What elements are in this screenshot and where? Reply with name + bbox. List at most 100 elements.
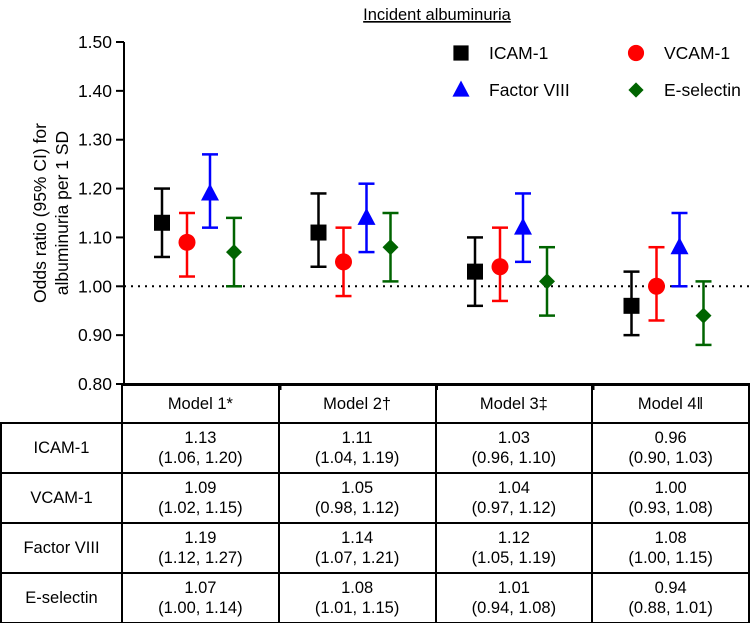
table-cell: 1.11 (1.04, 1.19) [277, 422, 437, 474]
row-label: Factor VIII [0, 522, 123, 574]
table-cell: 0.94 (0.88, 1.01) [591, 572, 750, 623]
data-point-group [695, 280, 712, 347]
data-point-marker [201, 183, 219, 201]
table-row: Factor VIII 1.19 (1.12, 1.27) 1.14 (1.07, 1.… [0, 522, 750, 574]
table-cell: 1.08 (1.01, 1.15) [277, 572, 437, 623]
odds-ratio: 1.05 [341, 479, 374, 497]
table-cell: 1.09 (1.02, 1.15) [121, 472, 280, 524]
odds-ratio: 1.19 [184, 529, 217, 547]
results-table: Model 1* Model 2† Model 3‡ Model 4ǁ ICAM… [0, 384, 750, 623]
data-point-group [623, 270, 640, 337]
table-cell: 1.07 (1.00, 1.14) [121, 572, 280, 623]
table-cell: 1.04 (0.97, 1.12) [434, 472, 594, 524]
data-point-group [226, 216, 242, 288]
legend-marker-triangle [452, 80, 470, 97]
data-point-group [670, 211, 689, 288]
odds-ratio: 1.12 [497, 529, 530, 547]
y-tick-label: 1.20 [78, 179, 112, 199]
confidence-interval: (1.01, 1.15) [314, 599, 400, 617]
odds-ratio: 1.03 [497, 429, 530, 447]
data-point-marker [514, 217, 532, 235]
odds-ratio: 1.08 [654, 529, 687, 547]
row-label: VCAM-1 [0, 472, 123, 524]
confidence-interval: (1.07, 1.21) [314, 549, 400, 567]
table-cell: 1.13 (1.06, 1.20) [121, 422, 280, 474]
odds-ratio: 0.96 [654, 429, 687, 447]
y-tick-label: 1.00 [78, 276, 112, 296]
legend-marker-square [453, 45, 469, 61]
data-point-group [467, 236, 483, 308]
odds-ratio: 1.07 [184, 579, 217, 597]
y-tick-label: 1.40 [78, 81, 112, 101]
confidence-interval: (1.12, 1.27) [158, 549, 243, 567]
data-point-marker [226, 244, 242, 261]
confidence-interval: (0.90, 1.03) [628, 449, 713, 467]
data-point-group [178, 211, 196, 278]
data-point-marker [623, 297, 640, 314]
confidence-interval: (1.00, 1.14) [158, 599, 243, 617]
y-tick-label: 1.30 [78, 130, 112, 150]
data-point-group [491, 226, 509, 303]
column-header: Model 3‡ [434, 384, 594, 424]
column-header: Model 1* [121, 384, 280, 424]
confidence-interval: (0.98, 1.12) [314, 499, 400, 517]
y-tick-label: 1.50 [78, 32, 112, 52]
odds-ratio: 1.04 [497, 479, 530, 497]
odds-ratio: 1.01 [497, 579, 530, 597]
table-row: E-selectin 1.07 (1.00, 1.14) 1.08 (1.01, 1.1… [0, 572, 750, 623]
odds-ratio: 1.09 [184, 479, 217, 497]
row-label: E-selectin [0, 572, 123, 623]
confidence-interval: (1.04, 1.19) [314, 449, 400, 467]
table-cell: 1.12 (1.05, 1.19) [434, 522, 594, 574]
legend-label: ICAM-1 [489, 43, 548, 63]
data-point-marker [178, 233, 196, 251]
data-point-marker [382, 239, 399, 256]
data-point-group [539, 245, 555, 317]
odds-ratio: 0.94 [654, 579, 687, 597]
data-point-group [648, 245, 665, 322]
chart-area: Incident albuminuria Odds ratio (95% CI)… [30, 6, 750, 390]
data-point-group [382, 211, 399, 283]
odds-ratio: 1.08 [341, 579, 374, 597]
table-row: ICAM-1 1.13 (1.06, 1.20) 1.11 (1.04, 1.19) 1.… [0, 422, 750, 474]
y-tick-label: 0.90 [78, 325, 112, 345]
table-cell: 1.01 (0.94, 1.08) [434, 572, 594, 623]
legend-label: VCAM-1 [664, 43, 730, 63]
table-cell: 1.05 (0.98, 1.12) [277, 472, 437, 524]
table-cell: 1.14 (1.07, 1.21) [277, 522, 437, 574]
data-point-marker [467, 263, 483, 280]
y-axis-label-line2: albuminuria per 1 SD [52, 131, 72, 295]
data-point-group [310, 192, 327, 268]
data-point-marker [695, 307, 712, 324]
confidence-interval: (0.97, 1.12) [471, 499, 557, 517]
confidence-interval: (0.88, 1.01) [628, 599, 713, 617]
table-cell: 0.96 (0.90, 1.03) [591, 422, 750, 474]
y-tick-label: 1.10 [78, 227, 112, 247]
legend-marker-circle [627, 44, 645, 62]
confidence-interval: (0.94, 1.08) [471, 599, 557, 617]
odds-ratio: 1.11 [341, 429, 373, 447]
confidence-interval: (1.00, 1.15) [628, 549, 713, 567]
confidence-interval: (1.05, 1.19) [471, 549, 557, 567]
data-point-marker [670, 237, 689, 255]
table-cell: 1.19 (1.12, 1.27) [121, 522, 280, 574]
odds-ratio: 1.14 [341, 529, 374, 547]
table-cell: 1.08 (1.00, 1.15) [591, 522, 750, 574]
y-axis-label-line1: Odds ratio (95% CI) for [30, 123, 50, 303]
legend-label: Factor VIII [489, 80, 570, 100]
data-point-group [335, 226, 352, 298]
data-point-group [357, 182, 376, 254]
row-label: ICAM-1 [0, 422, 123, 474]
legend-marker-diamond [628, 82, 644, 98]
data-point-marker [539, 273, 555, 290]
confidence-interval: (0.93, 1.08) [628, 499, 713, 517]
data-point-marker [335, 253, 352, 271]
chart-title: Incident albuminuria [363, 6, 511, 24]
odds-ratio: 1.13 [184, 429, 217, 447]
data-point-group [201, 153, 219, 229]
data-point-marker [357, 207, 376, 225]
odds-ratio: 1.00 [654, 479, 687, 497]
data-point-marker [648, 277, 665, 295]
legend-label: E-selectin [664, 80, 741, 100]
